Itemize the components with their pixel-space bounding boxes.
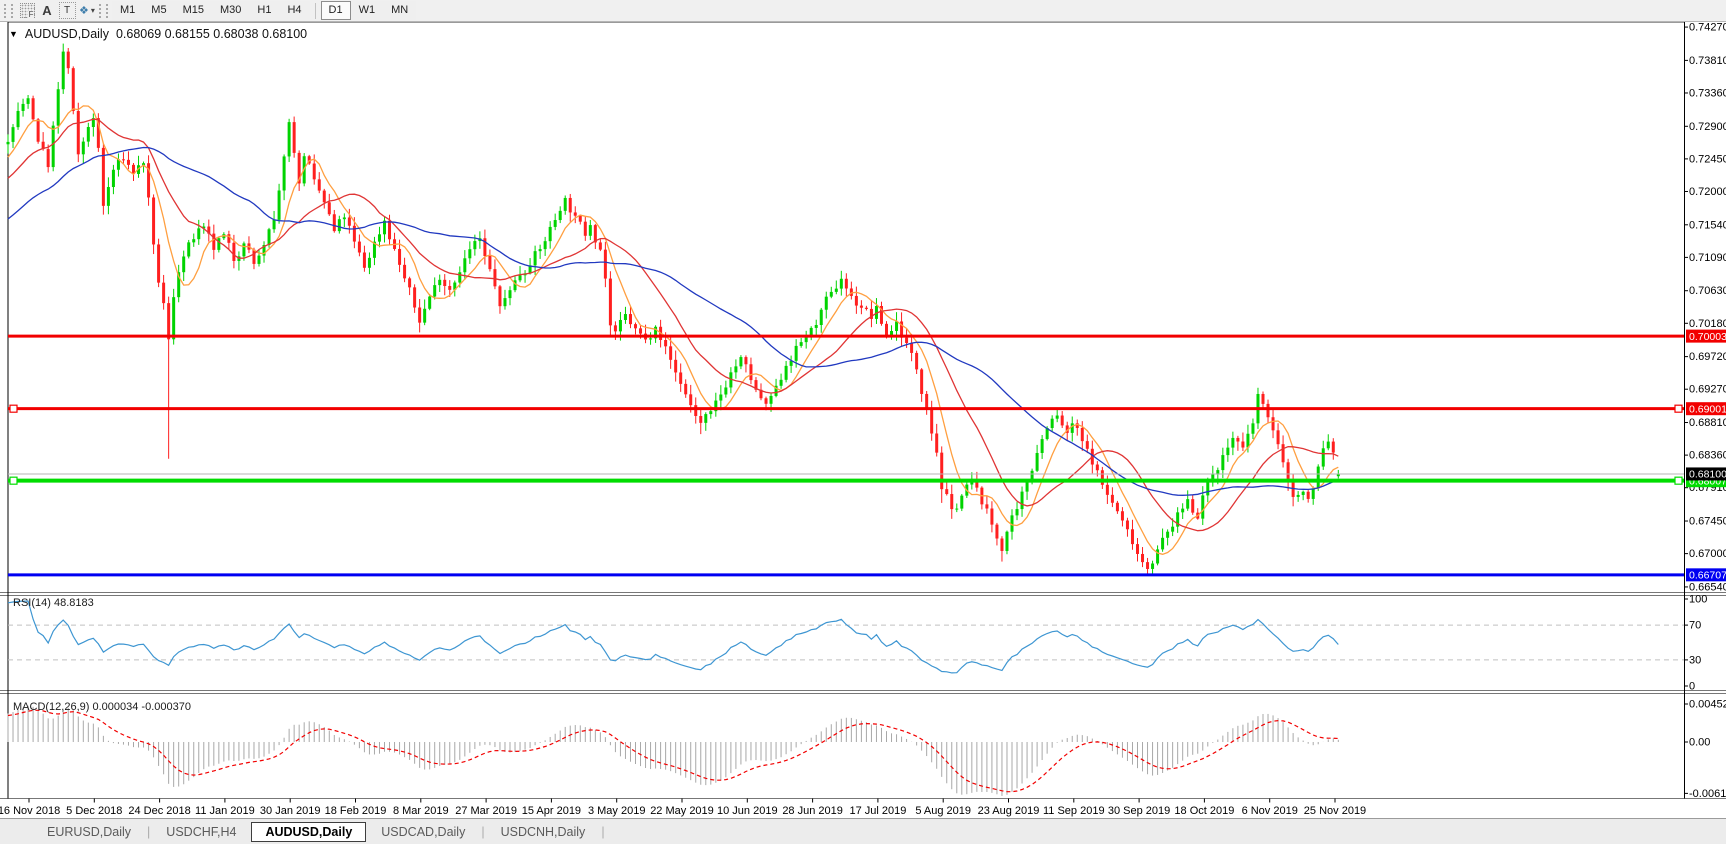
svg-text:10 Jun 2019: 10 Jun 2019 — [717, 805, 778, 817]
drawing-tools-icon[interactable]: ❖ ▾ — [77, 2, 97, 20]
timeframe-button-m1[interactable]: M1 — [112, 1, 144, 20]
collapse-triangle-icon[interactable]: ▼ — [9, 29, 18, 39]
font-a-icon[interactable]: A — [42, 3, 52, 18]
toolbar-separator — [314, 2, 316, 19]
tab-usdcnh-daily[interactable]: USDCNH,Daily — [500, 824, 586, 839]
svg-text:100: 100 — [1689, 594, 1707, 606]
svg-text:18 Feb 2019: 18 Feb 2019 — [325, 805, 387, 817]
chart-canvas[interactable]: 0.74270 0.73810 0.73360 0.72900 0.72450 0.720… — [0, 22, 1726, 818]
chart-ohlc-quote: 0.68069 0.68155 0.68038 0.68100 — [115, 27, 308, 41]
grid-icon: F — [19, 3, 35, 19]
tab-separator: | — [147, 824, 151, 839]
svg-text:11 Jan 2019: 11 Jan 2019 — [195, 805, 255, 817]
svg-text:15 Apr 2019: 15 Apr 2019 — [522, 805, 581, 817]
svg-text:0.66707: 0.66707 — [1689, 570, 1726, 582]
svg-text:0.69720: 0.69720 — [1689, 351, 1726, 363]
svg-text:11 Sep 2019: 11 Sep 2019 — [1043, 805, 1105, 817]
svg-text:0.00: 0.00 — [1689, 737, 1710, 749]
svg-text:8 Mar 2019: 8 Mar 2019 — [393, 805, 449, 817]
svg-text:0.68100: 0.68100 — [1689, 469, 1726, 481]
svg-text:28 Jun 2019: 28 Jun 2019 — [782, 805, 843, 817]
macd-indicator-label: MACD(12,26,9) 0.000034 -0.000370 — [13, 701, 191, 713]
svg-text:23 Aug 2019: 23 Aug 2019 — [978, 805, 1040, 817]
svg-text:5 Dec 2018: 5 Dec 2018 — [66, 805, 122, 817]
svg-text:24 Dec 2018: 24 Dec 2018 — [128, 805, 190, 817]
tab-usdchf-h4[interactable]: USDCHF,H4 — [166, 824, 237, 839]
dropdown-caret-icon: ▾ — [90, 6, 95, 15]
svg-text:0.67450: 0.67450 — [1689, 516, 1726, 528]
toolbar-grip-2[interactable] — [99, 3, 108, 18]
svg-text:30 Sep 2019: 30 Sep 2019 — [1108, 805, 1170, 817]
text-tool-icon[interactable]: T — [57, 2, 77, 20]
svg-text:0.69270: 0.69270 — [1689, 384, 1726, 396]
svg-text:0.71090: 0.71090 — [1689, 252, 1726, 264]
timeframe-button-w1[interactable]: W1 — [350, 1, 384, 20]
timeframe-button-mn[interactable]: MN — [383, 1, 417, 20]
toolbar-grip[interactable] — [4, 3, 13, 18]
svg-text:6 Nov 2019: 6 Nov 2019 — [1242, 805, 1298, 817]
timeframe-button-m15[interactable]: M15 — [174, 1, 212, 20]
chart-title: ▼ AUDUSD,Daily 0.68069 0.68155 0.68038 0… — [9, 27, 307, 41]
svg-text:0.68810: 0.68810 — [1689, 417, 1726, 429]
chart-window: ▼ AUDUSD,Daily 0.68069 0.68155 0.68038 0… — [0, 22, 1726, 818]
svg-text:30: 30 — [1689, 654, 1701, 666]
svg-text:0.67000: 0.67000 — [1689, 548, 1726, 560]
svg-text:17 Jul 2019: 17 Jul 2019 — [849, 805, 906, 817]
svg-text:0.72900: 0.72900 — [1689, 121, 1726, 133]
chart-symbol-period: AUDUSD,Daily — [24, 27, 109, 41]
svg-text:16 Nov 2018: 16 Nov 2018 — [0, 805, 60, 817]
tab-separator: | — [481, 824, 485, 839]
toolbar: F A T ❖ ▾ M1 M5 M15 M30 H1 H4 D1 W1 MN — [0, 0, 1726, 22]
svg-text:0.69001: 0.69001 — [1689, 403, 1726, 415]
timeframe-button-h1[interactable]: H1 — [249, 1, 280, 20]
svg-text:0.71540: 0.71540 — [1689, 219, 1726, 231]
timeframe-button-m5[interactable]: M5 — [143, 1, 175, 20]
svg-text:0.73810: 0.73810 — [1689, 55, 1726, 67]
svg-text:0.66540: 0.66540 — [1689, 581, 1726, 593]
svg-text:0: 0 — [1689, 681, 1695, 693]
svg-text:0.70630: 0.70630 — [1689, 285, 1726, 297]
shapes-icon: ❖ — [79, 5, 89, 17]
svg-text:0.72450: 0.72450 — [1689, 153, 1726, 165]
chart-tab-bar: EURUSD,Daily | USDCHF,H4 AUDUSD,Daily US… — [0, 818, 1726, 844]
svg-text:22 May 2019: 22 May 2019 — [650, 805, 714, 817]
grid-f-letter: F — [27, 10, 34, 19]
svg-text:0.68360: 0.68360 — [1689, 450, 1726, 462]
svg-text:0.70180: 0.70180 — [1689, 318, 1726, 330]
timeframe-button-m30[interactable]: M30 — [211, 1, 250, 20]
svg-text:-0.006122: -0.006122 — [1689, 788, 1726, 800]
svg-text:18 Oct 2019: 18 Oct 2019 — [1174, 805, 1234, 817]
svg-text:0.74270: 0.74270 — [1689, 22, 1726, 34]
svg-text:25 Nov 2019: 25 Nov 2019 — [1304, 805, 1366, 817]
timeframe-button-h4[interactable]: H4 — [279, 1, 310, 20]
svg-text:30 Jan 2019: 30 Jan 2019 — [260, 805, 321, 817]
tab-usdcad-daily[interactable]: USDCAD,Daily — [381, 824, 466, 839]
svg-text:70: 70 — [1689, 620, 1701, 632]
svg-text:0.004528: 0.004528 — [1689, 699, 1726, 711]
tab-audusd-daily[interactable]: AUDUSD,Daily — [251, 821, 367, 842]
svg-text:0.70003: 0.70003 — [1689, 331, 1726, 343]
svg-text:0.72000: 0.72000 — [1689, 186, 1726, 198]
svg-text:3 May 2019: 3 May 2019 — [588, 805, 645, 817]
rsi-indicator-label: RSI(14) 48.8183 — [13, 597, 94, 609]
tab-eurusd-daily[interactable]: EURUSD,Daily — [47, 824, 132, 839]
svg-text:5 Aug 2019: 5 Aug 2019 — [915, 805, 971, 817]
tab-separator: | — [601, 824, 605, 839]
svg-text:27 Mar 2019: 27 Mar 2019 — [455, 805, 517, 817]
text-t-box: T — [58, 2, 76, 19]
svg-text:0.73360: 0.73360 — [1689, 87, 1726, 99]
timeframe-button-d1[interactable]: D1 — [320, 1, 351, 20]
chart-grid-f-icon[interactable]: F — [17, 2, 37, 20]
